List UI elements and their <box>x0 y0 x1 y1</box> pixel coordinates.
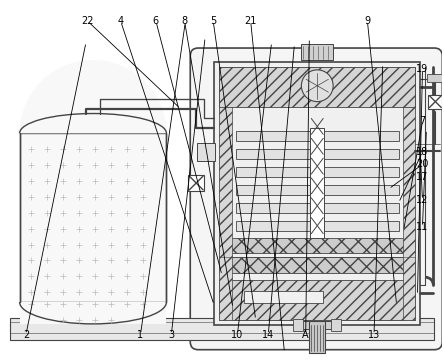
Text: 6: 6 <box>153 16 159 26</box>
Wedge shape <box>20 60 166 133</box>
Text: 12: 12 <box>416 195 428 205</box>
Text: 19: 19 <box>416 65 428 74</box>
Text: 3: 3 <box>168 330 174 340</box>
Text: 14: 14 <box>262 330 274 340</box>
Text: 13: 13 <box>368 330 380 340</box>
Bar <box>219 67 416 106</box>
Text: 9: 9 <box>365 16 370 26</box>
Bar <box>10 318 434 340</box>
Text: 21: 21 <box>245 16 257 26</box>
Bar <box>301 44 333 60</box>
Bar <box>236 185 399 195</box>
Text: A: A <box>302 330 309 340</box>
Bar <box>309 321 325 353</box>
Text: 5: 5 <box>210 16 216 26</box>
Text: 22: 22 <box>81 16 94 26</box>
Text: 17: 17 <box>416 172 428 182</box>
Bar <box>310 129 324 238</box>
Bar <box>236 203 399 213</box>
Bar <box>236 167 399 177</box>
Bar <box>20 133 166 302</box>
Text: 1: 1 <box>138 330 143 340</box>
Bar <box>219 257 416 273</box>
Bar <box>219 280 416 320</box>
Text: 7: 7 <box>419 116 426 126</box>
FancyBboxPatch shape <box>190 48 442 350</box>
Bar <box>428 74 443 82</box>
Bar <box>236 221 399 231</box>
Text: 2: 2 <box>23 330 29 340</box>
Text: 18: 18 <box>416 147 428 157</box>
Bar <box>188 175 204 191</box>
Bar <box>219 238 416 253</box>
Bar <box>299 321 335 329</box>
Bar <box>197 143 215 161</box>
Text: 11: 11 <box>416 222 428 232</box>
Bar <box>293 319 303 331</box>
Bar <box>236 131 399 141</box>
Circle shape <box>301 70 333 101</box>
Bar <box>428 95 442 109</box>
Bar <box>214 62 420 325</box>
Text: 10: 10 <box>231 330 244 340</box>
Bar <box>219 67 416 320</box>
Text: 20: 20 <box>416 159 428 169</box>
Bar <box>236 149 399 159</box>
Bar <box>244 291 323 303</box>
Text: 4: 4 <box>118 16 124 26</box>
Bar <box>20 302 166 324</box>
Bar <box>403 67 416 320</box>
Bar <box>219 67 232 320</box>
Bar <box>331 319 341 331</box>
Text: 8: 8 <box>182 16 188 26</box>
